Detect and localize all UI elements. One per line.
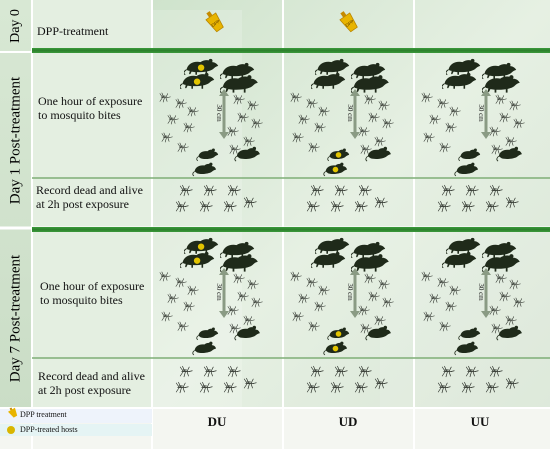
scene-cell <box>290 237 394 394</box>
record-day7-line1: Record dead and alive <box>38 369 145 383</box>
exposure-day1-label: One hour of exposure to mosquito bites <box>38 94 142 122</box>
arrow-head-down <box>219 132 229 139</box>
record-day7-line2: at 2h post exposure <box>38 383 131 397</box>
day7-label: Day 7 Post-treatment <box>7 254 24 383</box>
dpp-treated-spot <box>332 345 339 352</box>
record-day1-line1: Record dead and alive <box>36 183 143 197</box>
exposure-day7-label: One hour of exposure to mosquito bites <box>40 279 144 307</box>
exposure-day7-line2: to mosquito bites <box>40 293 123 307</box>
scene-cell <box>421 58 525 213</box>
day7-divider-band <box>32 227 550 232</box>
dpp-treated-spot <box>335 331 342 337</box>
arrow-head-up <box>219 89 229 96</box>
dpp-treated-spot <box>332 166 339 173</box>
dpp-treatment-row-label: DPP-treatment <box>37 24 109 38</box>
dpp-bottle-icons: DPP DPP <box>205 11 358 33</box>
day1-label: Day 1 Post-treatment <box>7 76 24 205</box>
exposure-scenes <box>159 58 525 394</box>
arrow-head-down <box>481 132 491 139</box>
record-day7-label: Record dead and alive at 2h post exposur… <box>38 369 145 397</box>
record-day1-label: Record dead and alive at 2h post exposur… <box>36 183 143 211</box>
arrow-head-up <box>481 268 491 275</box>
arrow-head-up <box>350 268 360 275</box>
exposure-day1-line2: to mosquito bites <box>38 108 121 122</box>
arrow-head-down <box>219 311 229 318</box>
scene-cell <box>421 237 525 394</box>
distance-label: 30 cm <box>215 283 223 301</box>
dpp-treated-spot <box>193 78 201 85</box>
day-label-column <box>0 0 32 449</box>
dpp-treated-spot <box>193 257 201 264</box>
dpp-treated-spot <box>197 64 205 71</box>
dpp-bottle-legend-icon <box>8 407 18 418</box>
legend-treatment-label: DPP treatment <box>20 410 67 419</box>
record-day1-line2: at 2h post exposure <box>36 197 129 211</box>
distance-label: 30 cm <box>215 104 223 122</box>
arrow-head-up <box>219 268 229 275</box>
dpp-bottle-icon: DPP <box>339 11 358 33</box>
column-label-du: DU <box>207 414 227 429</box>
arrow-head-down <box>350 132 360 139</box>
treatment-panel <box>152 0 550 408</box>
arrow-head-down <box>350 311 360 318</box>
dpp-bottle-label: DPP <box>344 19 354 28</box>
dpp-bottle-icon: DPP <box>205 11 224 33</box>
day0-label: Day 0 <box>8 9 23 43</box>
column-label-uu: UU <box>470 414 490 429</box>
row-label-column <box>32 0 152 408</box>
arrow-head-up <box>350 89 360 96</box>
scene-cell <box>159 58 263 213</box>
dpp-treated-spot <box>335 152 342 158</box>
exposure-day1-line1: One hour of exposure <box>38 94 143 108</box>
scene-cell <box>159 237 263 394</box>
distance-label: 30 cm <box>346 283 354 301</box>
dpp-bottle-label: DPP <box>210 19 220 28</box>
scene-cell <box>290 58 394 213</box>
arrow-head-up <box>481 89 491 96</box>
arrow-head-down <box>481 311 491 318</box>
legend-icons <box>0 407 152 436</box>
column-label-ud: UD <box>338 414 358 429</box>
distance-label: 30 cm <box>477 283 485 301</box>
dpp-treated-spot <box>197 243 205 250</box>
distance-label: 30 cm <box>477 104 485 122</box>
distance-label: 30 cm <box>346 104 354 122</box>
treated-host-legend-icon <box>7 426 15 434</box>
legend-hosts-label: DPP-treated hosts <box>20 425 78 434</box>
day0-divider-band <box>32 48 550 53</box>
exposure-day7-line1: One hour of exposure <box>40 279 145 293</box>
